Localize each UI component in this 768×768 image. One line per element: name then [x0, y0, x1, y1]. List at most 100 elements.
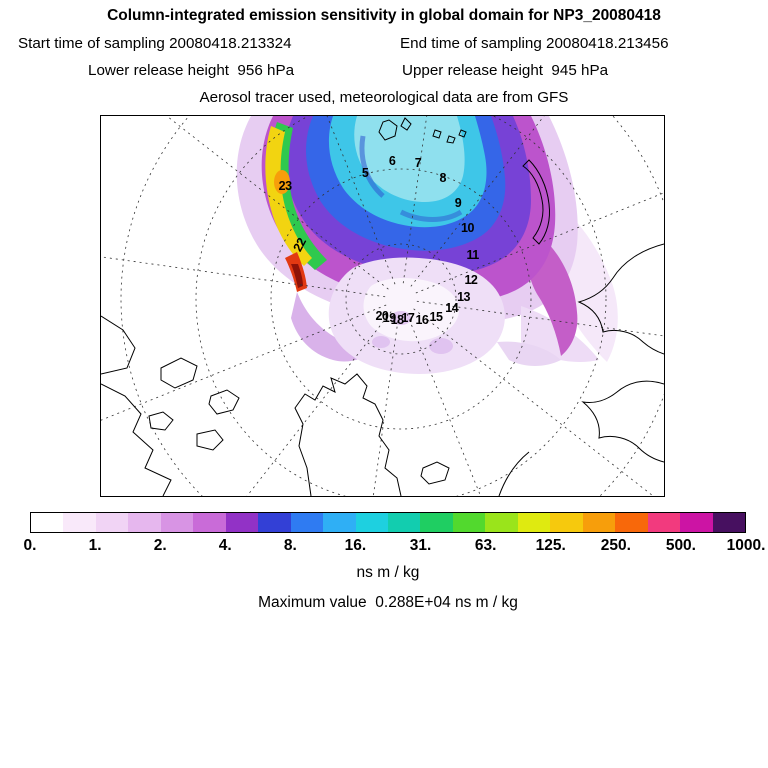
colorbar-segment [647, 513, 681, 532]
colorbar [30, 512, 746, 533]
plume-blue-streak-2 [399, 209, 463, 222]
colorbar-segment [225, 513, 259, 532]
colorbar-segment [128, 513, 161, 532]
colorbar-segment [615, 513, 648, 532]
coastline-iceland [420, 461, 450, 485]
trajectory-point-label: 19 [382, 310, 396, 325]
trajectory-point-label: 20 [375, 308, 389, 323]
tracer-info-text: Aerosol tracer used, meteorological data… [199, 89, 569, 106]
coastline-franz-josef-3 [458, 129, 467, 138]
colorbar-units: ns m / kg [356, 564, 420, 581]
plume-blue-streak-1 [359, 135, 385, 198]
coastline-siberia-south [581, 380, 664, 463]
trajectory-point-label: 23 [278, 178, 292, 193]
trajectory-point-label: 17 [401, 310, 415, 325]
trajectory-point-label: 10 [461, 221, 474, 236]
plume-pale-pink-east [481, 156, 618, 362]
trajectory-point-label: 9 [454, 196, 462, 211]
lower-release-text: Lower release height 956 hPa [88, 62, 295, 79]
coastline-franz-josef-2 [446, 135, 456, 144]
trajectory-point-label: 5 [361, 165, 369, 180]
trajectory-point-label: 8 [439, 170, 447, 185]
graticule-circle [195, 116, 607, 496]
graticule [101, 116, 664, 496]
plume-field [236, 116, 618, 374]
colorbar-tick-label: 4. [218, 537, 232, 554]
plume-green-band [270, 122, 327, 270]
colorbar-segment [31, 513, 64, 532]
coastline-greenland [294, 373, 402, 496]
coastline-canadian-island-3 [148, 411, 174, 431]
coastline-franz-josef-1 [432, 129, 442, 139]
colorbar-segment [452, 513, 486, 532]
trajectory-point-label: 15 [429, 309, 443, 324]
colorbar-tick-label: 125. [535, 537, 566, 554]
coastline-canada-mainland [101, 383, 172, 496]
trajectory-point-label: 6 [388, 153, 396, 168]
colorbar-tick-label: 500. [665, 537, 696, 554]
colorbar-segment [355, 513, 388, 532]
plume-yellow-band [265, 126, 312, 266]
plume-mottle-2 [429, 338, 453, 354]
trajectory-point-label: 11 [466, 247, 479, 262]
trajectory-point-label: 12 [464, 272, 478, 287]
colorbar-tick-label: 31. [409, 537, 432, 554]
coastline-canadian-island-2 [208, 389, 240, 415]
graticule-circle [345, 243, 457, 355]
start-time-text: Start time of sampling 20080418.213324 [18, 35, 292, 52]
graticule-circle [270, 168, 532, 430]
colorbar-segment [550, 513, 583, 532]
colorbar-tick-label: 1000. [726, 537, 766, 554]
map-panel: 5 6 7 8 9 10 11 12 13 14 15 16 17 18 19 20 22 23 [100, 115, 665, 497]
max-value-text: Maximum value 0.288E+04 ns m / kg [258, 594, 518, 611]
plume-pole-white-patch [363, 278, 459, 342]
colorbar-tick-label: 8. [283, 537, 297, 554]
colorbar-segment [160, 513, 194, 532]
coastline-alaska [101, 315, 136, 375]
colorbar-segment [290, 513, 324, 532]
coastline-siberia-north [577, 243, 664, 355]
colorbar-tick-label: 0. [23, 537, 37, 554]
trajectory-point-label: 16 [415, 312, 429, 327]
colorbar-segment [387, 513, 421, 532]
upper-release-text: Upper release height 945 hPa [402, 62, 609, 79]
colorbar-segment [63, 513, 96, 532]
coastline-svalbard-2 [400, 117, 412, 131]
plume-dark-red-core [291, 264, 303, 288]
colorbar-tick-label: 63. [474, 537, 497, 554]
colorbar-segment [420, 513, 453, 532]
colorbar-segment [517, 513, 551, 532]
end-time-text: End time of sampling 20080418.213456 [400, 35, 669, 52]
colorbar-segment [323, 513, 356, 532]
trajectory-point-label: 14 [445, 300, 459, 315]
trajectory-point-label: 18 [390, 312, 404, 327]
colorbar-segment [582, 513, 616, 532]
coastlines [101, 117, 664, 496]
plume-violet-streak-east [497, 341, 561, 366]
colorbar-segment [712, 513, 745, 532]
plume-violet-tail [291, 292, 375, 362]
colorbar-tick-label: 1. [88, 537, 102, 554]
trajectory-point-label: 7 [414, 155, 422, 170]
colorbar-segment [485, 513, 518, 532]
colorbar-segment [193, 513, 226, 532]
trajectory-point-label: 13 [457, 289, 471, 304]
coastline-norway [498, 451, 530, 496]
colorbar-segment [680, 513, 713, 532]
coastline-canadian-island-1 [160, 357, 198, 389]
plume-mottle-3 [372, 336, 390, 348]
coastline-novaya-zemlya [522, 159, 550, 245]
colorbar-tick-label: 250. [600, 537, 631, 554]
coastline-canadian-island-4 [196, 429, 224, 451]
map-svg [101, 116, 664, 496]
coastline-svalbard [378, 119, 398, 141]
colorbar-tick-label: 16. [344, 537, 367, 554]
plume-orange-spot [274, 170, 290, 194]
plume-mottle-1 [391, 311, 411, 325]
colorbar-segment [258, 513, 291, 532]
page-title: Column-integrated emission sensitivity i… [107, 7, 661, 24]
colorbar-ticks: 0. 1. 2. 4. 8. 16. 31. 63. 125. 250. 500. 1000. [0, 537, 768, 557]
colorbar-segment [95, 513, 129, 532]
colorbar-tick-label: 2. [153, 537, 167, 554]
